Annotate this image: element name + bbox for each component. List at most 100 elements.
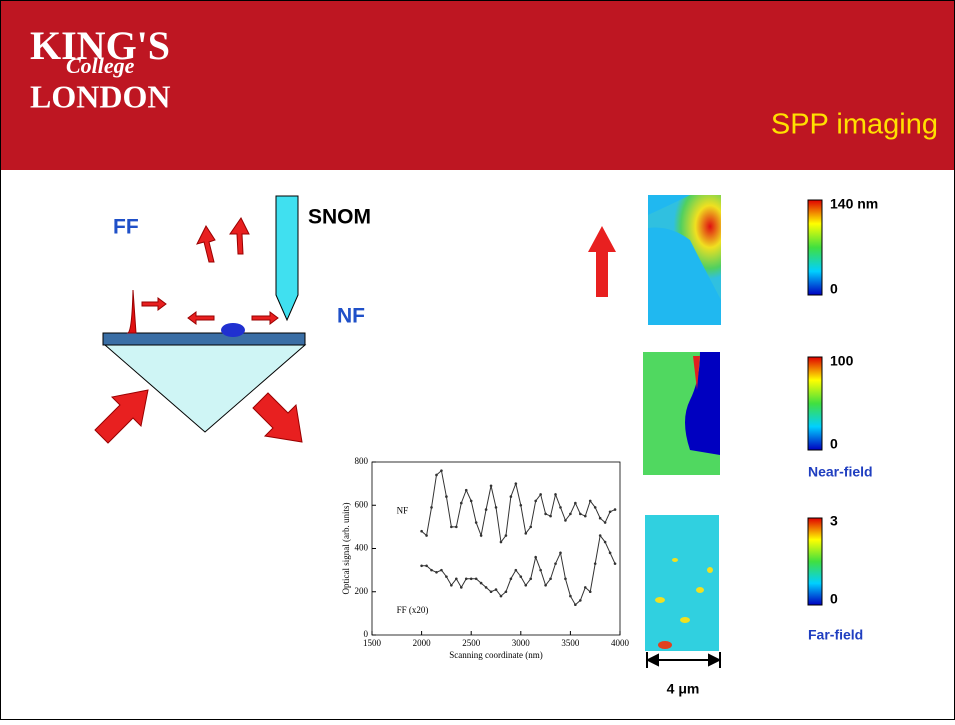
logo-line: LONDON xyxy=(30,78,170,114)
y-axis-label: Optical signal (arb. units) xyxy=(341,503,351,595)
point xyxy=(579,599,582,602)
scale-label: 4 μm xyxy=(667,681,700,697)
x-tick-label: 3500 xyxy=(561,638,580,648)
point xyxy=(450,526,453,529)
point xyxy=(564,519,567,522)
point xyxy=(520,575,523,578)
point xyxy=(584,515,587,518)
spot xyxy=(658,641,672,649)
point xyxy=(425,565,428,568)
caption: Near-field xyxy=(808,464,873,480)
point xyxy=(435,571,438,574)
point xyxy=(594,562,597,565)
point xyxy=(574,502,577,505)
series-label: NF xyxy=(397,505,409,515)
metal-film xyxy=(103,333,305,345)
point xyxy=(524,584,527,587)
point xyxy=(614,562,617,565)
point xyxy=(475,521,478,524)
colorbar xyxy=(808,357,822,450)
point xyxy=(549,515,552,518)
point xyxy=(425,534,428,537)
point xyxy=(589,500,592,503)
defect xyxy=(221,323,245,337)
colorbar-min: 0 xyxy=(830,591,838,607)
y-tick-label: 0 xyxy=(364,629,369,639)
point xyxy=(445,495,448,498)
point xyxy=(609,552,612,555)
point xyxy=(495,588,498,591)
colorbar-min: 0 xyxy=(830,436,838,452)
point xyxy=(584,586,587,589)
point xyxy=(510,577,513,580)
point xyxy=(500,595,503,598)
x-tick-label: 1500 xyxy=(363,638,382,648)
point xyxy=(589,590,592,593)
point xyxy=(455,577,458,580)
point xyxy=(470,577,473,580)
spot xyxy=(672,558,678,562)
point xyxy=(539,493,542,496)
point xyxy=(505,590,508,593)
point xyxy=(460,502,463,505)
point xyxy=(455,526,458,529)
x-tick-label: 2500 xyxy=(462,638,481,648)
point xyxy=(559,506,562,509)
point xyxy=(569,513,572,516)
point xyxy=(495,506,498,509)
point xyxy=(554,562,557,565)
point xyxy=(450,584,453,587)
point xyxy=(480,534,483,537)
ff-label: FF xyxy=(113,216,139,239)
point xyxy=(534,500,537,503)
colorbar xyxy=(808,518,822,605)
point xyxy=(614,508,617,511)
point xyxy=(539,569,542,572)
x-tick-label: 4000 xyxy=(611,638,630,648)
series-label: FF (x20) xyxy=(397,605,429,615)
point xyxy=(544,584,547,587)
point xyxy=(554,493,557,496)
point xyxy=(529,577,532,580)
point xyxy=(480,582,483,585)
y-tick-label: 200 xyxy=(355,586,369,596)
point xyxy=(505,534,508,537)
point xyxy=(485,508,488,511)
y-tick-label: 600 xyxy=(355,499,369,509)
y-tick-label: 400 xyxy=(355,543,369,553)
point xyxy=(594,506,597,509)
point xyxy=(460,586,463,589)
colorbar-max: 3 xyxy=(830,513,838,529)
point xyxy=(440,569,443,572)
point xyxy=(430,569,433,572)
x-axis-label: Scanning coordinate (nm) xyxy=(449,650,542,660)
x-tick-label: 2000 xyxy=(413,638,432,648)
spot xyxy=(680,617,690,623)
slide: KING'S College LONDON SPP imaging FF SNO… xyxy=(0,0,955,720)
point xyxy=(520,504,523,507)
point xyxy=(534,556,537,559)
snom-label: SNOM xyxy=(308,206,371,229)
point xyxy=(440,469,443,472)
far-image xyxy=(645,515,719,651)
y-tick-label: 800 xyxy=(355,456,369,466)
point xyxy=(420,565,423,568)
point xyxy=(524,532,527,535)
spot xyxy=(707,567,713,573)
point xyxy=(569,595,572,598)
point xyxy=(599,534,602,537)
point xyxy=(564,577,567,580)
colorbar-min: 0 xyxy=(830,281,838,297)
point xyxy=(515,569,518,572)
point xyxy=(475,577,478,580)
slide-title: SPP imaging xyxy=(771,109,938,141)
x-tick-label: 3000 xyxy=(512,638,531,648)
point xyxy=(599,517,602,520)
point xyxy=(529,526,532,529)
point xyxy=(420,530,423,533)
point xyxy=(574,603,577,606)
point xyxy=(604,541,607,544)
point xyxy=(500,541,503,544)
nf-label: NF xyxy=(337,305,365,328)
point xyxy=(604,521,607,524)
